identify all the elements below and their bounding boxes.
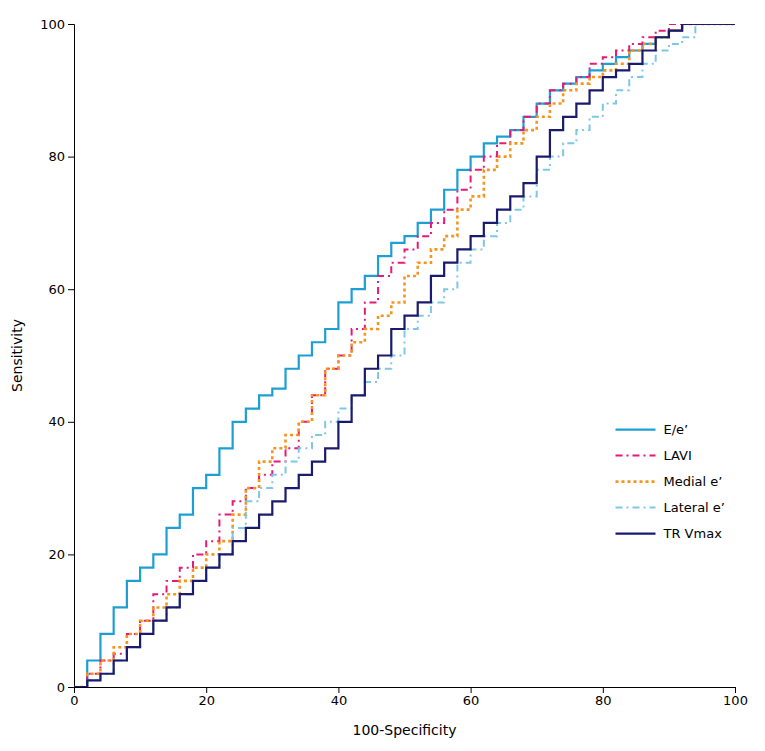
y-axis-title: Sensitivity <box>9 319 25 392</box>
tick-label: 0 <box>57 680 65 695</box>
tick-label: 20 <box>48 547 65 562</box>
series-line <box>74 24 735 687</box>
legend-label: E/e’ <box>664 422 689 437</box>
series-line <box>74 24 735 687</box>
legend-swatch <box>616 428 656 430</box>
legend-swatch <box>616 507 656 509</box>
tick: 80 <box>48 149 74 164</box>
legend-item: Lateral e’ <box>616 500 726 515</box>
tick: 60 <box>463 687 480 708</box>
series-line <box>74 24 735 687</box>
legend-label: LAVI <box>664 448 692 463</box>
chart: 0 20 40 60 80 100 0 20 40 60 80 100 E/e’ LAVI Medial e… <box>0 0 765 751</box>
tick-label: 80 <box>595 693 612 708</box>
legend-label: Medial e’ <box>664 474 723 489</box>
x-axis: 0 20 40 60 80 100 <box>70 687 748 708</box>
tick: 0 <box>70 687 78 708</box>
tick-mark <box>68 422 74 423</box>
legend-swatch <box>616 455 656 457</box>
series-line <box>74 24 735 687</box>
tick-label: 60 <box>463 693 480 708</box>
tick: 40 <box>331 687 348 708</box>
tick: 60 <box>48 282 74 297</box>
legend-item: E/e’ <box>616 422 689 437</box>
tick-label: 60 <box>48 282 65 297</box>
tick: 20 <box>48 547 74 562</box>
legend-swatch <box>616 480 656 483</box>
legend-label: TR Vmax <box>663 526 723 541</box>
x-axis-title: 100-Specificity <box>353 722 457 738</box>
tick-label: 100 <box>723 693 748 708</box>
tick-label: 0 <box>70 693 78 708</box>
tick-mark <box>338 687 339 693</box>
legend-item: TR Vmax <box>616 526 723 541</box>
tick: 100 <box>723 687 748 708</box>
legend: E/e’ LAVI Medial e’ Lateral e’ TR Vmax <box>616 422 726 541</box>
tick-label: 40 <box>48 414 65 429</box>
legend-item: LAVI <box>616 448 692 463</box>
series-line <box>74 24 735 687</box>
tick-label: 40 <box>331 693 348 708</box>
tick-label: 20 <box>198 693 215 708</box>
tick-mark <box>603 687 604 693</box>
legend-label: Lateral e’ <box>664 500 726 515</box>
tick-mark <box>471 687 472 693</box>
tick-mark <box>68 24 74 25</box>
tick-mark <box>735 687 736 693</box>
tick-mark <box>68 289 74 290</box>
tick: 80 <box>595 687 612 708</box>
plot: 0 20 40 60 80 100 0 20 40 60 80 100 E/e’ LAVI Medial e… <box>40 17 748 709</box>
tick-mark <box>68 157 74 158</box>
tick: 100 <box>40 17 74 32</box>
legend-item: Medial e’ <box>616 474 723 489</box>
tick-label: 80 <box>48 149 65 164</box>
y-axis-line <box>68 25 75 688</box>
tick-mark <box>68 554 74 555</box>
tick: 20 <box>198 687 215 708</box>
tick-label: 100 <box>40 17 65 32</box>
x-axis-line <box>75 688 736 694</box>
legend-swatch <box>616 532 656 534</box>
tick: 40 <box>48 414 74 429</box>
tick: 0 <box>57 680 74 695</box>
y-axis: 0 20 40 60 80 100 <box>40 17 74 695</box>
lines <box>74 24 735 687</box>
tick-mark <box>68 687 74 688</box>
tick-mark <box>206 687 207 693</box>
